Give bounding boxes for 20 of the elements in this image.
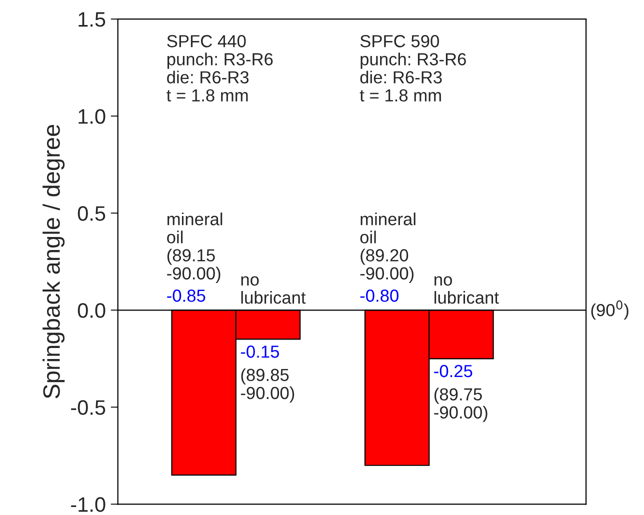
data-label: -0.80 — [360, 290, 398, 302]
annotation: mineral oil (89.15 -90.00) — [167, 212, 222, 283]
y-tick-label: -0.5 — [71, 400, 106, 415]
annotation: mineral oil (89.20 -90.00) — [360, 212, 416, 283]
y-tick-label: 0.0 — [78, 303, 106, 318]
annotation: SPFC 590 punch: R3-R6 die: R6-R3 t = 1.8 mm — [360, 35, 466, 102]
y-tick-label: 1.0 — [78, 109, 106, 124]
annotation: SPFC 440 punch: R3-R6 die: R6-R3 t = 1.8 mm — [166, 35, 273, 102]
annotation: (89.85 -90.00) — [240, 368, 294, 403]
y-axis-title: Springback angle / degree — [42, 124, 65, 398]
annotation: no lubricant — [241, 276, 306, 304]
ref-line-label: (90$^{0}$) — [591, 300, 628, 320]
data-label: -0.25 — [434, 364, 472, 378]
annotation: (89.75 -90.00) — [434, 388, 488, 422]
data-label: -0.15 — [240, 346, 280, 358]
y-tick-label: -1.0 — [71, 497, 106, 512]
y-tick-label: 1.5 — [78, 12, 106, 27]
annotation: no lubricant — [434, 276, 499, 304]
data-label: -0.85 — [167, 290, 206, 302]
y-tick-label: 0.5 — [78, 206, 106, 221]
